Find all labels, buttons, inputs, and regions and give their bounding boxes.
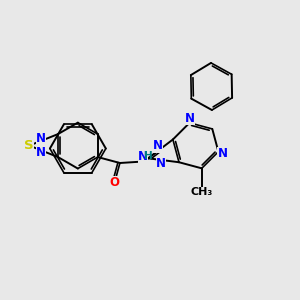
Text: S: S — [25, 139, 34, 152]
Text: N: N — [36, 132, 46, 145]
Text: O: O — [110, 176, 120, 189]
Text: N: N — [138, 150, 148, 163]
Text: N: N — [184, 112, 194, 125]
Text: N: N — [156, 157, 166, 170]
Text: N: N — [153, 140, 163, 152]
Text: N: N — [218, 147, 227, 160]
Text: CH₃: CH₃ — [190, 187, 213, 197]
Text: N: N — [36, 146, 46, 159]
Text: H: H — [144, 151, 152, 161]
